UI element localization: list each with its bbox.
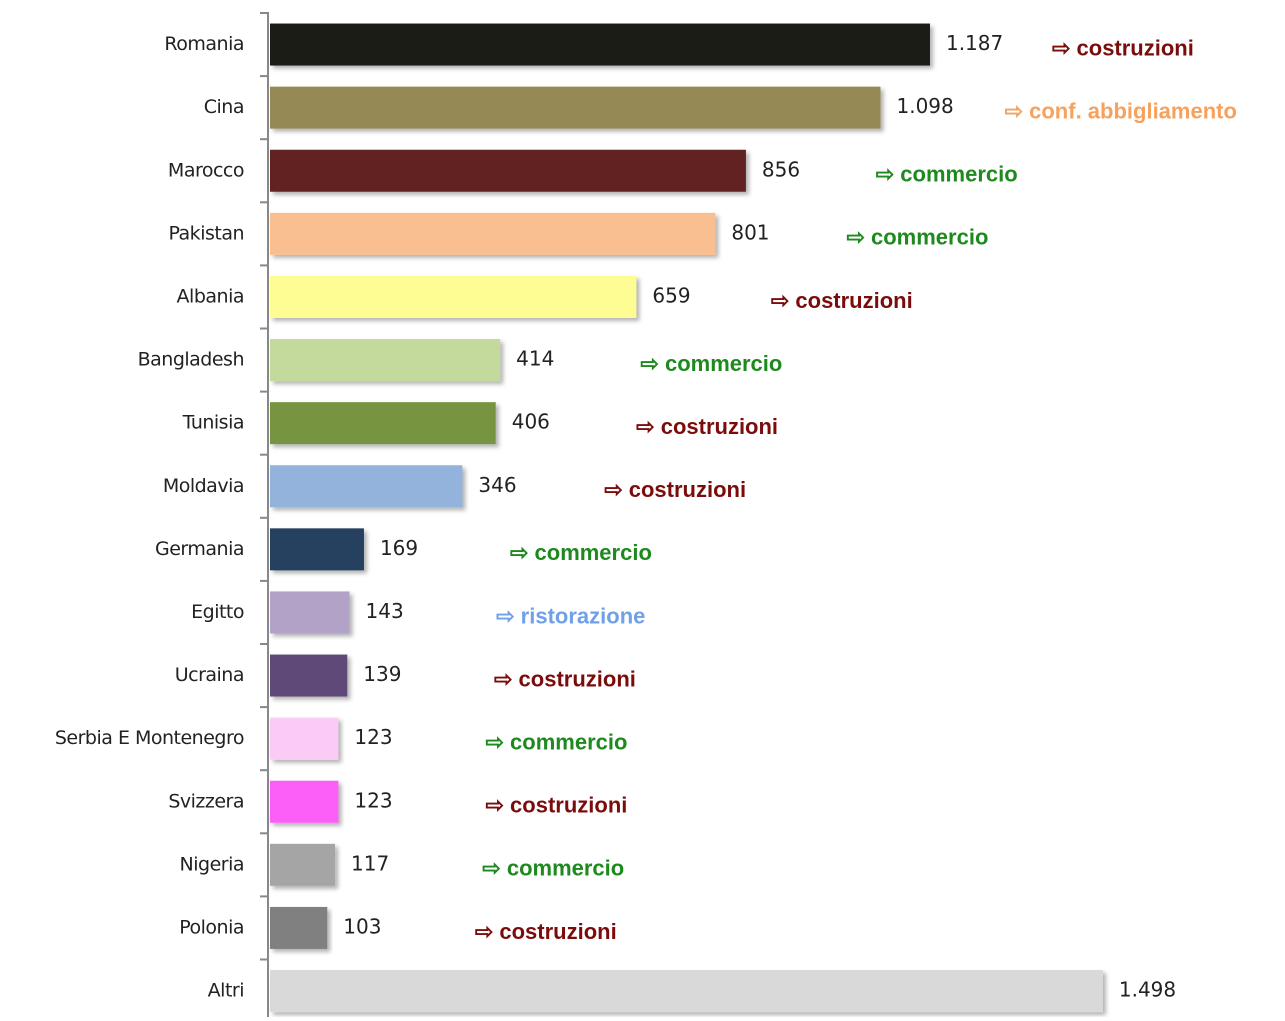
bar — [270, 86, 881, 129]
annotation: ⇨ costruzioni — [475, 919, 617, 944]
value-label: 117 — [351, 851, 389, 875]
value-label: 346 — [478, 473, 516, 497]
value-label: 659 — [652, 283, 690, 307]
annotation: ⇨ costruzioni — [604, 477, 746, 502]
value-label: 1.098 — [896, 94, 953, 118]
bar — [270, 402, 496, 445]
bar — [270, 780, 339, 823]
category-label: Nigeria — [180, 853, 244, 875]
bar — [270, 212, 716, 255]
category-label: Altri — [208, 980, 244, 1002]
category-label: Germania — [155, 538, 244, 560]
category-label: Pakistan — [168, 222, 244, 244]
bar — [270, 465, 463, 508]
value-label: 103 — [343, 914, 381, 938]
category-label: Tunisia — [182, 412, 244, 434]
annotation: ⇨ ristorazione — [496, 603, 645, 628]
annotation: ⇨ conf. abbigliamento — [1005, 98, 1237, 123]
annotation: ⇨ costruzioni — [771, 288, 913, 313]
value-label: 414 — [516, 347, 554, 371]
category-label: Ucraina — [175, 664, 244, 686]
value-label: 123 — [354, 725, 392, 749]
annotation: ⇨ commercio — [846, 225, 988, 250]
value-label: 1.187 — [946, 31, 1003, 55]
category-label: Svizzera — [168, 790, 244, 812]
category-label: Moldavia — [163, 475, 244, 497]
annotation: ⇨ commercio — [510, 540, 652, 565]
value-label: 139 — [363, 662, 401, 686]
bar — [270, 149, 746, 192]
value-label: 801 — [731, 220, 769, 244]
annotation: ⇨ commercio — [640, 351, 782, 376]
category-label: Cina — [204, 96, 244, 118]
category-label: Romania — [164, 33, 244, 55]
annotation: ⇨ commercio — [876, 162, 1018, 187]
bar — [270, 654, 348, 697]
value-label: 1.498 — [1119, 978, 1176, 1002]
category-label: Serbia E Montenegro — [55, 727, 244, 749]
bar — [270, 528, 364, 571]
value-label: 143 — [366, 599, 404, 623]
value-label: 406 — [512, 410, 550, 434]
value-label: 123 — [354, 788, 392, 812]
value-label: 169 — [380, 536, 418, 560]
bar — [270, 906, 328, 949]
category-label: Egitto — [191, 601, 244, 623]
bar — [270, 843, 336, 886]
annotation: ⇨ costruzioni — [1052, 35, 1194, 60]
category-label: Marocco — [168, 159, 244, 181]
annotation: ⇨ commercio — [485, 729, 627, 754]
category-label: Bangladesh — [138, 349, 244, 371]
category-label: Albania — [177, 285, 244, 307]
annotation: ⇨ costruzioni — [494, 666, 636, 691]
annotation: ⇨ commercio — [482, 856, 624, 881]
bar — [270, 339, 501, 382]
bar — [270, 275, 637, 318]
bar — [270, 970, 1103, 1013]
bar — [270, 717, 339, 760]
annotation: ⇨ costruzioni — [485, 793, 627, 818]
value-label: 856 — [762, 157, 800, 181]
bar — [270, 591, 350, 634]
category-label: Polonia — [179, 916, 244, 938]
annotation: ⇨ costruzioni — [636, 414, 778, 439]
bar — [270, 23, 930, 66]
